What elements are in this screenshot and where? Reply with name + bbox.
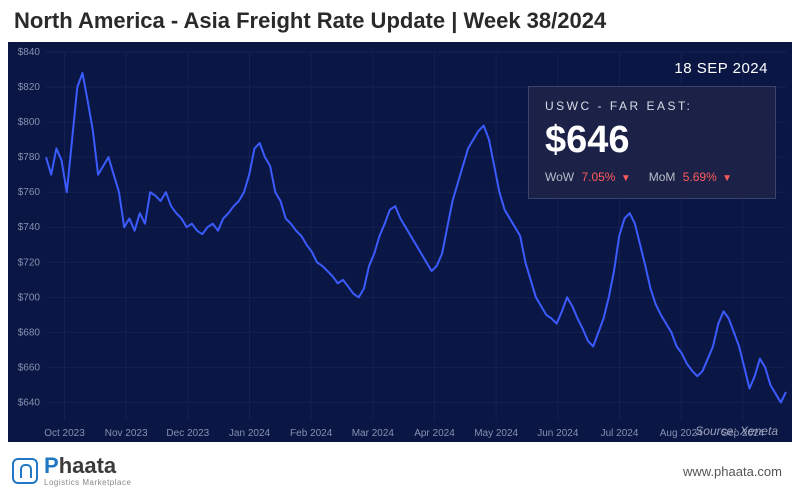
svg-text:Apr 2024: Apr 2024 xyxy=(414,428,455,439)
site-url: www.phaata.com xyxy=(683,464,782,479)
page-title: North America - Asia Freight Rate Update… xyxy=(14,8,786,34)
info-route-label: USWC - FAR EAST: xyxy=(545,99,759,113)
info-box: USWC - FAR EAST: $646 WoW 7.05% ▼ MoM 5.… xyxy=(528,86,776,199)
svg-text:Oct 2023: Oct 2023 xyxy=(44,428,85,439)
svg-text:Dec 2023: Dec 2023 xyxy=(166,428,209,439)
svg-text:$640: $640 xyxy=(18,397,41,408)
logo-name: Phaata xyxy=(44,455,131,477)
freight-rate-chart: $640 $660 $680 $700 $720 $740 $760 $780 $800 $820… xyxy=(8,42,792,442)
svg-text:$780: $780 xyxy=(18,152,41,163)
brand-logo: Phaata Logistics Marketplace xyxy=(12,455,131,487)
wow-value: 7.05% xyxy=(581,170,615,184)
info-price: $646 xyxy=(545,119,759,162)
logo-tagline: Logistics Marketplace xyxy=(44,479,131,487)
svg-text:$680: $680 xyxy=(18,327,41,338)
down-arrow-icon: ▼ xyxy=(621,173,631,184)
svg-text:$700: $700 xyxy=(18,292,41,303)
svg-text:Mar 2024: Mar 2024 xyxy=(352,428,395,439)
svg-text:Jun 2024: Jun 2024 xyxy=(537,428,579,439)
svg-text:Feb 2024: Feb 2024 xyxy=(290,428,333,439)
svg-text:$840: $840 xyxy=(18,47,41,58)
mom-change: MoM 5.69% ▼ xyxy=(649,170,732,184)
box-icon xyxy=(12,458,38,484)
info-date: 18 SEP 2024 xyxy=(674,60,768,77)
mom-value: 5.69% xyxy=(683,170,717,184)
svg-text:$740: $740 xyxy=(18,222,41,233)
svg-text:May 2024: May 2024 xyxy=(474,428,518,439)
svg-text:$660: $660 xyxy=(18,362,41,373)
wow-change: WoW 7.05% ▼ xyxy=(545,170,631,184)
svg-text:$820: $820 xyxy=(18,82,41,93)
svg-text:Jan 2024: Jan 2024 xyxy=(229,428,271,439)
chart-source-label: Source: Xeneta xyxy=(695,424,778,438)
svg-text:$800: $800 xyxy=(18,117,41,128)
svg-text:$760: $760 xyxy=(18,187,41,198)
svg-text:Nov 2023: Nov 2023 xyxy=(105,428,148,439)
svg-text:$720: $720 xyxy=(18,257,41,268)
mom-label: MoM xyxy=(649,170,676,184)
wow-label: WoW xyxy=(545,170,574,184)
svg-text:Jul 2024: Jul 2024 xyxy=(601,428,639,439)
down-arrow-icon: ▼ xyxy=(722,173,732,184)
